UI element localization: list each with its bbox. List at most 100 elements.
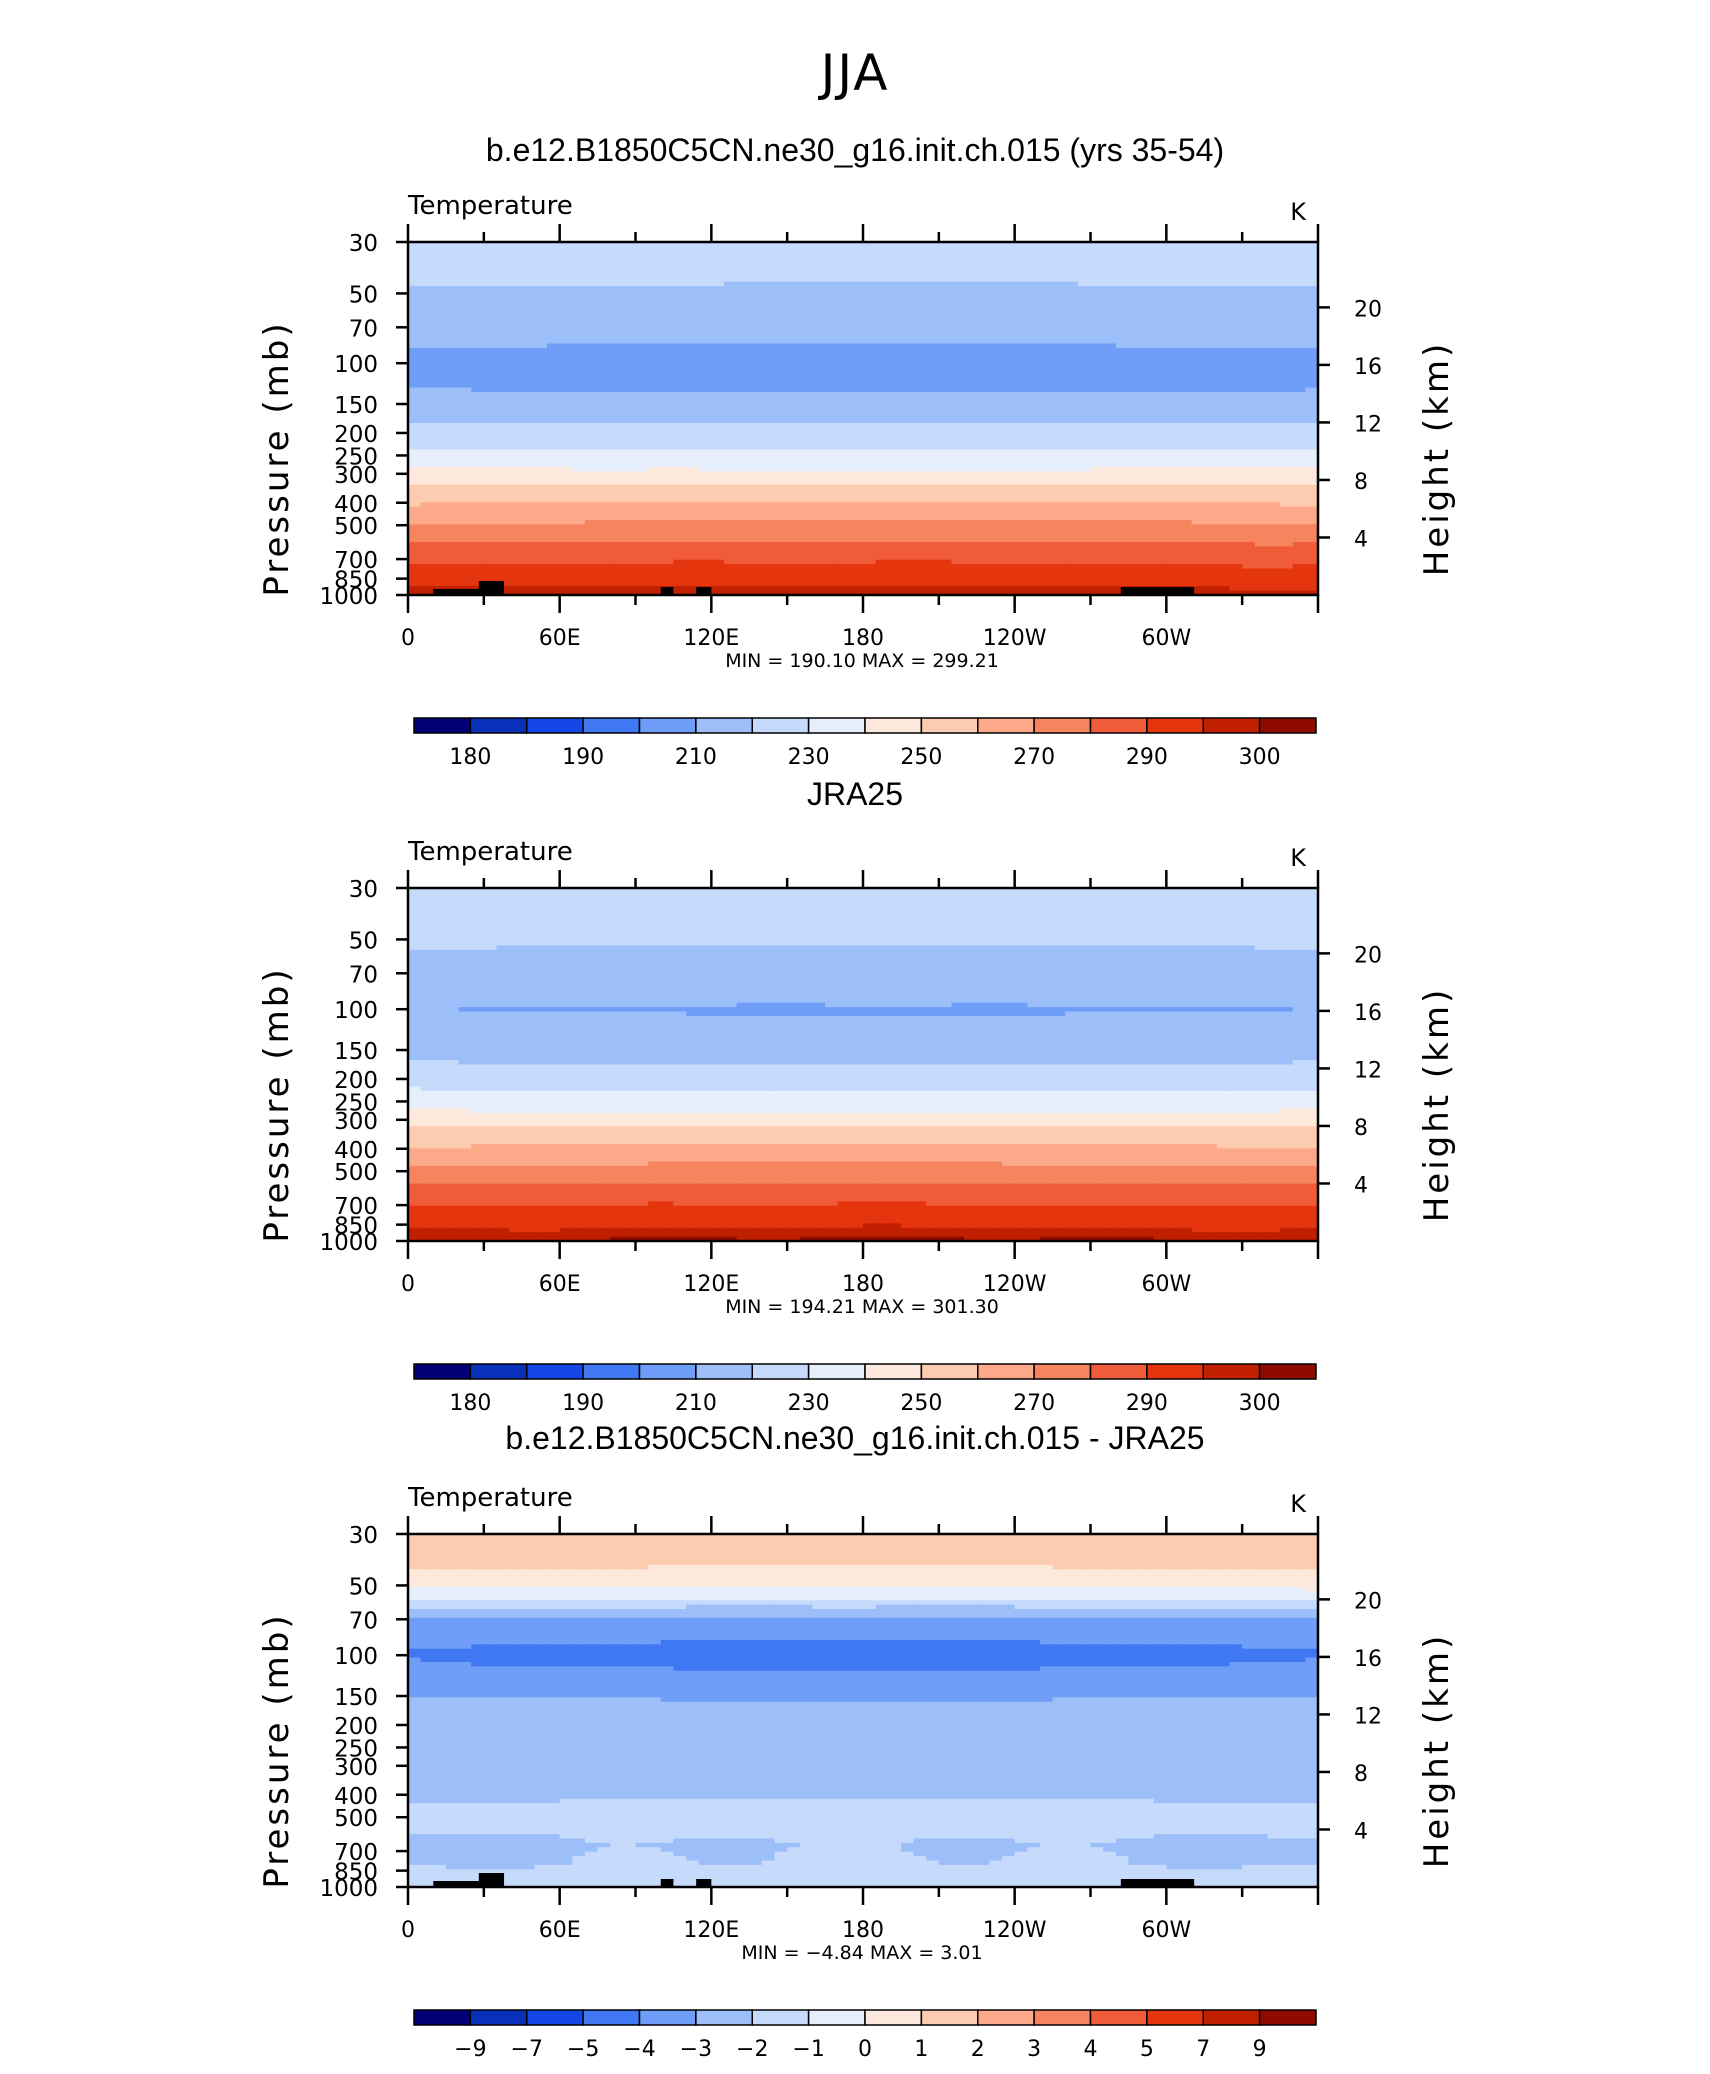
contour-cell — [875, 246, 890, 252]
contour-cell — [787, 330, 801, 336]
contour-cell — [1292, 374, 1307, 380]
contour-cell — [1141, 312, 1155, 318]
contour-cell — [483, 347, 498, 354]
contour-field — [408, 242, 1319, 596]
contour-cell — [976, 242, 991, 248]
contour-cell — [837, 294, 852, 301]
contour-cell — [1128, 272, 1142, 279]
contour-cell — [547, 317, 561, 323]
contour-cell — [458, 312, 472, 318]
contour-cell — [1242, 299, 1256, 305]
contour-cell — [686, 255, 700, 261]
contour-cell — [597, 334, 612, 340]
contour-cell — [863, 281, 877, 287]
contour-cell — [445, 365, 460, 371]
contour-cell — [420, 242, 435, 248]
contour-cell — [1153, 343, 1168, 349]
contour-cell — [951, 290, 965, 296]
contour-cell — [1216, 246, 1231, 252]
contour-cell — [1128, 369, 1142, 376]
contour-cell — [736, 330, 751, 336]
contour-cell — [534, 365, 548, 371]
contour-cell — [509, 369, 523, 376]
contour-cell — [1204, 374, 1218, 380]
contour-cell — [559, 330, 574, 336]
contour-cell — [1153, 374, 1168, 380]
contour-cell — [1153, 303, 1168, 309]
contour-cell — [1115, 361, 1130, 367]
contour-cell — [1065, 250, 1079, 257]
contour-cell — [863, 369, 877, 376]
contour-cell — [812, 272, 826, 279]
contour-cell — [1191, 268, 1206, 274]
contour-cell — [572, 378, 586, 384]
contour-cell — [749, 290, 763, 296]
contour-cell — [610, 294, 624, 301]
contour-cell — [1103, 321, 1117, 327]
contour-cell — [1065, 303, 1079, 309]
contour-cell — [1191, 255, 1206, 261]
contour-cell — [1191, 264, 1206, 270]
contour-cell — [559, 369, 574, 376]
contour-cell — [483, 352, 498, 358]
contour-cell — [761, 334, 776, 340]
contour-cell — [875, 286, 890, 292]
contour-cell — [686, 299, 700, 305]
contour-cell — [812, 374, 826, 380]
contour-cell — [635, 383, 649, 389]
contour-cell — [837, 352, 852, 358]
contour-cell — [1153, 378, 1168, 384]
contour-cell — [610, 369, 624, 376]
contour-cell — [1027, 250, 1041, 257]
contour-cell — [597, 378, 612, 384]
contour-cell — [1229, 277, 1243, 283]
contour-cell — [1115, 250, 1130, 257]
contour-cell — [976, 255, 991, 261]
contour-cell — [584, 352, 599, 358]
contour-cell — [648, 356, 662, 362]
contour-cell — [774, 272, 788, 279]
contour-cell — [521, 369, 536, 376]
contour-cell — [976, 361, 991, 367]
contour-cell — [1014, 268, 1029, 274]
contour-cell — [799, 259, 814, 265]
contour-cell — [1065, 317, 1079, 323]
contour-cell — [749, 369, 763, 376]
contour-cell — [408, 343, 422, 349]
contour-cell — [951, 383, 965, 389]
contour-cell — [635, 281, 649, 287]
contour-cell — [1065, 383, 1079, 389]
contour-cell — [1280, 330, 1294, 336]
contour-cell — [433, 242, 447, 248]
contour-cell — [622, 356, 637, 362]
contour-cell — [1292, 339, 1307, 345]
contour-cell — [559, 312, 574, 318]
contour-cell — [1002, 317, 1016, 323]
contour-cell — [584, 255, 599, 261]
contour-cell — [1039, 321, 1054, 327]
contour-cell — [471, 339, 485, 345]
contour-cell — [1305, 294, 1319, 301]
contour-cell — [1166, 325, 1180, 332]
contour-cell — [812, 352, 826, 358]
contour-cell — [471, 330, 485, 336]
contour-cell — [1242, 264, 1256, 270]
contour-cell — [483, 303, 498, 309]
contour-cell — [825, 339, 839, 345]
contour-cell — [420, 286, 435, 292]
contour-cell — [976, 281, 991, 287]
contour-cell — [1191, 242, 1206, 248]
contour-cell — [989, 361, 1003, 367]
contour-cell — [812, 365, 826, 371]
contour-cell — [698, 352, 713, 358]
contour-cell — [408, 264, 422, 270]
contour-cell — [875, 317, 890, 323]
contour-cell — [471, 325, 485, 332]
contour-cell — [850, 299, 864, 305]
contour-cell — [597, 365, 612, 371]
contour-cell — [610, 277, 624, 283]
contour-cell — [1280, 242, 1294, 248]
contour-cell — [951, 356, 965, 362]
contour-cell — [749, 272, 763, 279]
contour-cell — [1191, 303, 1206, 309]
